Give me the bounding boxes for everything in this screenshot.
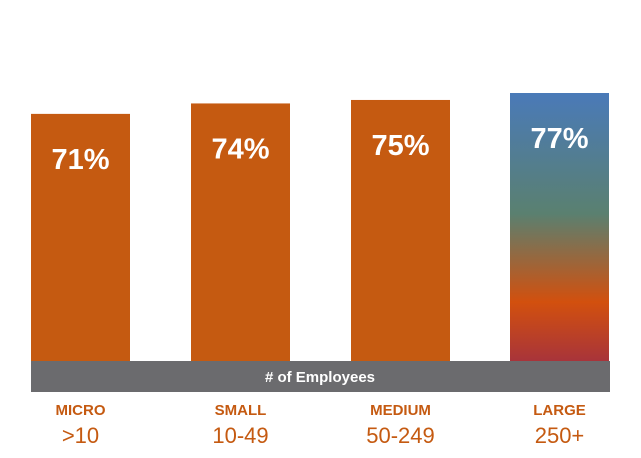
- category-range-small: 10-49: [212, 423, 268, 448]
- bar-value-label-large: 77%: [530, 123, 588, 155]
- bar-value-label-small: 74%: [211, 133, 269, 165]
- bar-value-label-medium: 75%: [371, 130, 429, 162]
- category-name-large: LARGE: [533, 402, 586, 419]
- category-names-group: MICRO SMALL MEDIUM LARGE: [56, 402, 586, 419]
- bar-labels-group: 71% 74% 75% 77%: [51, 123, 588, 176]
- category-name-micro: MICRO: [56, 402, 106, 419]
- x-axis-title: # of Employees: [265, 369, 375, 386]
- bar-large: [510, 93, 609, 361]
- x-axis-band: [31, 361, 610, 392]
- bars-group: [31, 93, 609, 362]
- category-ranges-group: >10 10-49 50-249 250+: [62, 423, 584, 448]
- category-range-micro: >10: [62, 423, 99, 448]
- bar-value-label-micro: 71%: [51, 144, 109, 176]
- bar-micro: [31, 113, 130, 361]
- category-name-medium: MEDIUM: [370, 402, 431, 419]
- bar-small: [191, 103, 290, 361]
- category-range-medium: 50-249: [366, 423, 435, 448]
- category-range-large: 250+: [535, 423, 585, 448]
- bar-medium: [351, 99, 450, 362]
- category-name-small: SMALL: [215, 402, 267, 419]
